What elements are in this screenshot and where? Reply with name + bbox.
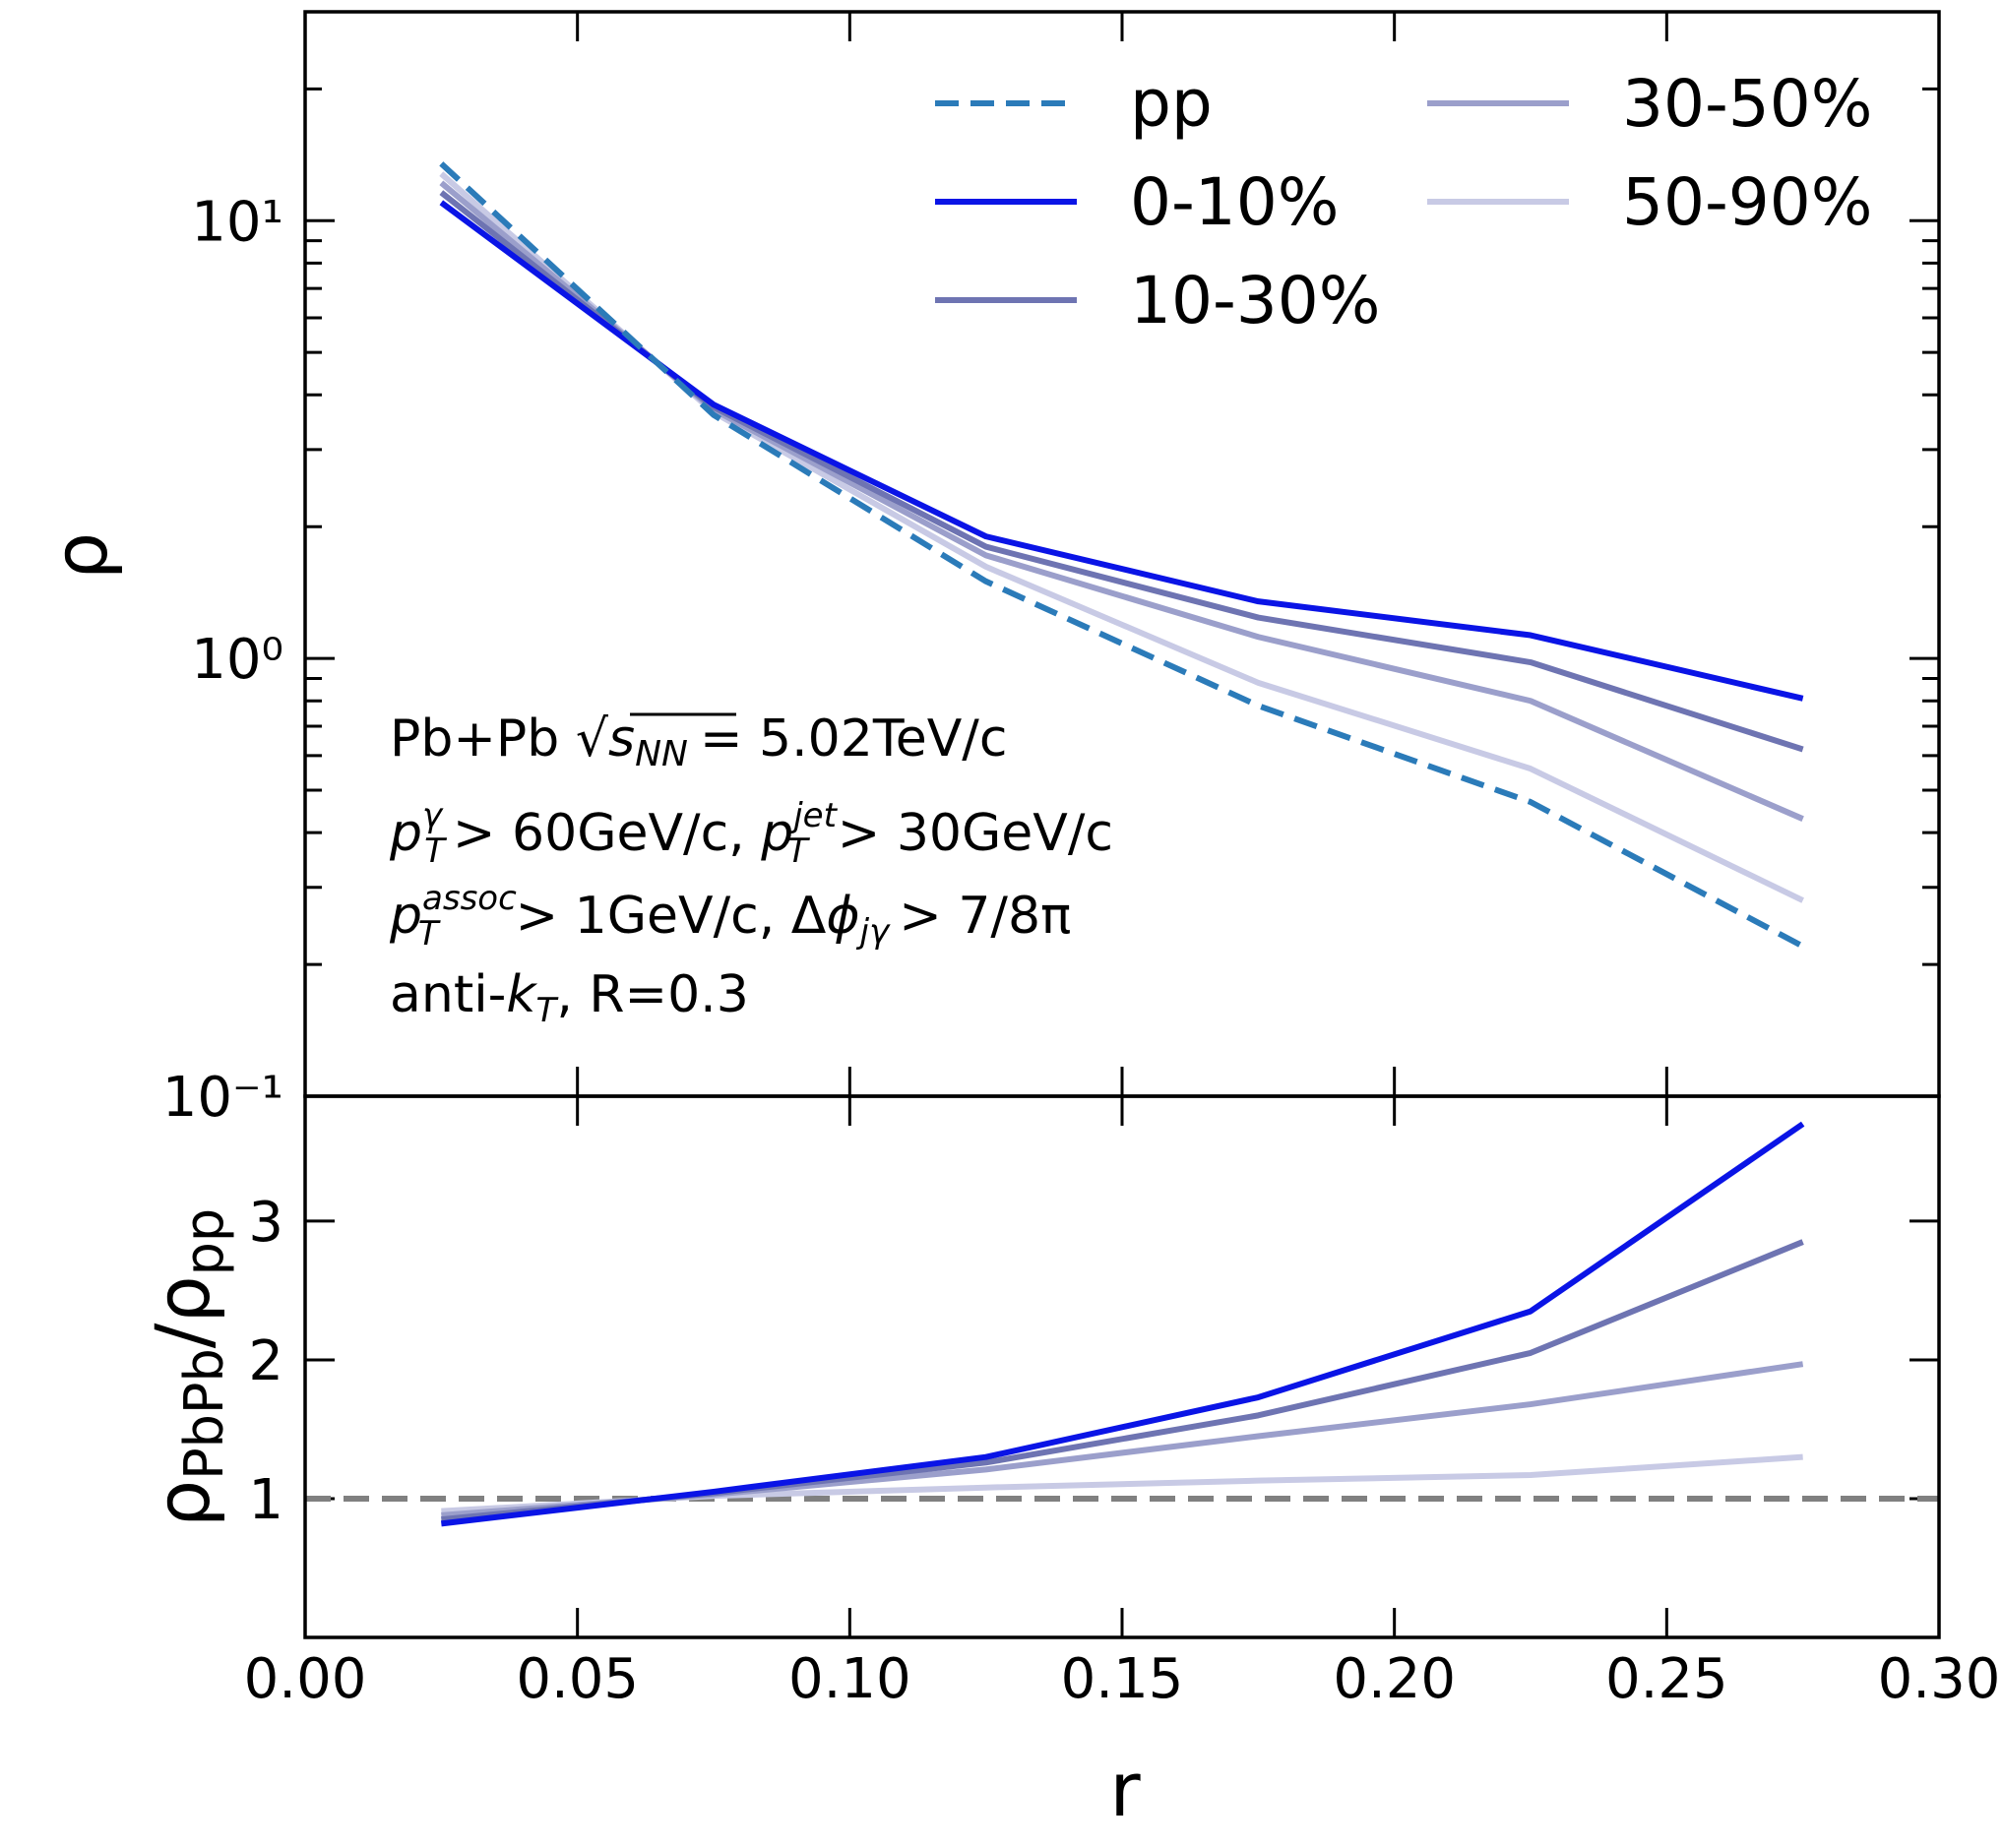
y-tick-label: 10⁰ — [191, 628, 283, 692]
series-line-50-90% — [439, 171, 1804, 903]
ratio-line-50-90% — [441, 1453, 1803, 1514]
ratio-y-tick-label: 3 — [248, 1191, 283, 1255]
annotation-line-3: passoc T > 1GeV/c, Δϕjγ > 7/8π — [389, 879, 1071, 954]
x-axis-title: r — [1109, 1746, 1141, 1833]
ratio-line-10-30% — [441, 1239, 1804, 1523]
y-tick-label: 10⁻¹ — [162, 1066, 283, 1130]
bottom-frame — [303, 1094, 1941, 1639]
top-panel: 10⁻¹ 10⁰ 10¹ ρ pp 0-10% 10-30% 30-50% 50-90% P… — [36, 10, 1941, 1130]
legend-label-50-90%: 50-90% — [1622, 164, 1873, 240]
annotation-line-2: pγ T > 60GeV/c, pjet T > 30GeV/c — [389, 796, 1113, 871]
series-line-10-30% — [439, 190, 1804, 753]
ratio-y-tick-label: 1 — [248, 1468, 283, 1532]
x-tick-labels: 0.00 0.05 0.10 0.15 0.20 0.25 0.30 — [244, 1647, 2001, 1711]
annotation-line-1: Pb+Pb √sNN = 5.02TeV/c — [390, 709, 1007, 774]
annotation-block: Pb+Pb √sNN = 5.02TeV/c pγ T > 60GeV/c, pjet… — [389, 709, 1113, 1030]
bottom-panel: 1 2 3 0.00 0.05 0.10 0.15 0.20 0.25 0.30 ρPbPb/ρ… — [139, 1094, 2001, 1833]
bottom-ticks — [303, 1096, 1941, 1637]
top-series — [439, 161, 1805, 950]
legend-label-0-10%: 0-10% — [1130, 164, 1340, 240]
ratio-y-tick-label: 2 — [248, 1329, 283, 1393]
x-tick-label: 0.05 — [516, 1647, 639, 1711]
top-ticks — [303, 10, 1941, 1098]
x-tick-label: 0.20 — [1333, 1647, 1456, 1711]
series-line-30-50% — [439, 180, 1804, 822]
legend-label-30-50%: 30-50% — [1622, 66, 1873, 142]
legend-label-pp: pp — [1130, 66, 1213, 142]
legend-label-10-30%: 10-30% — [1130, 263, 1381, 339]
legend: pp 0-10% 10-30% 30-50% 50-90% — [935, 66, 1873, 339]
series-line-pp — [439, 161, 1805, 950]
x-tick-label: 0.30 — [1878, 1647, 2001, 1711]
annotation-line-4: anti-kT, R=0.3 — [390, 965, 749, 1030]
bottom-series — [440, 1121, 1805, 1527]
x-tick-label: 0.00 — [244, 1647, 367, 1711]
top-y-axis-title: ρ — [36, 532, 124, 580]
x-tick-label: 0.10 — [788, 1647, 911, 1711]
ratio-line-0-10% — [440, 1121, 1805, 1527]
x-tick-label: 0.25 — [1605, 1647, 1728, 1711]
bottom-y-tick-labels: 1 2 3 — [248, 1191, 283, 1532]
series-line-0-10% — [439, 200, 1804, 702]
bottom-y-axis-title: ρPbPb/ρpp — [139, 1208, 235, 1527]
top-y-tick-labels: 10⁻¹ 10⁰ 10¹ — [162, 190, 283, 1130]
x-tick-label: 0.15 — [1061, 1647, 1184, 1711]
y-tick-label: 10¹ — [191, 190, 283, 254]
